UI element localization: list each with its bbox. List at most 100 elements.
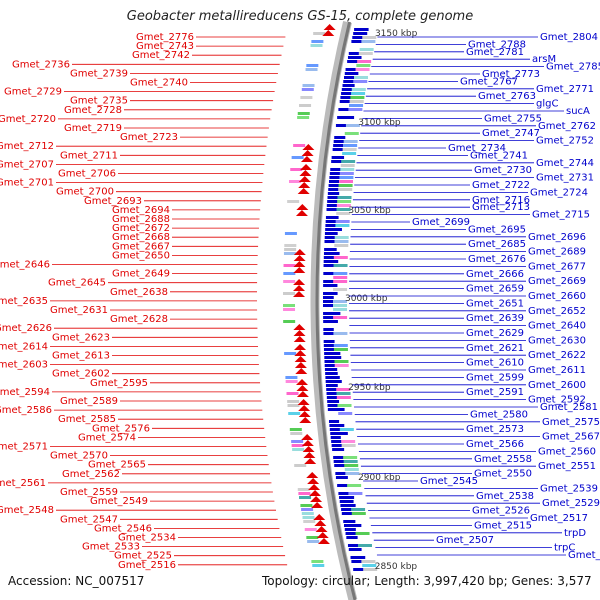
gene-label-left: Gmet_2742 [132, 50, 190, 61]
gene-label-right: Gmet_2545 [420, 476, 478, 487]
forward-gene [323, 280, 334, 283]
gene-label-right: Gmet_2689 [528, 247, 586, 258]
forward-gene [335, 476, 348, 479]
gene-band [339, 176, 354, 179]
reverse-gene [293, 285, 306, 291]
reverse-gene [300, 164, 313, 170]
forward-gene [323, 304, 337, 307]
gene-band [283, 280, 296, 283]
gene-band [344, 132, 359, 135]
forward-gene [341, 92, 357, 95]
gene-band [333, 288, 348, 291]
gene-label-right: Gmet_2529 [542, 498, 600, 509]
forward-gene [328, 180, 344, 183]
scale-tick-label: 3150 kbp [375, 29, 418, 39]
gene-label-left: Gmet_2739 [70, 68, 128, 79]
gene-label-right: Gmet_2781 [466, 47, 524, 58]
gene-band [363, 568, 378, 571]
gene-band [343, 144, 358, 147]
gene-label-right: Gmet_2755 [484, 113, 542, 124]
forward-gene [324, 240, 341, 243]
forward-gene [345, 532, 360, 535]
gene-label-right: Gmet_2640 [528, 321, 586, 332]
gene-band [333, 308, 348, 311]
gene-label-right: Gmet_2715 [532, 210, 590, 221]
gene-band [297, 112, 310, 115]
gene-band [357, 544, 372, 547]
gene-band [334, 236, 349, 239]
gene-label-left: Gmet_2723 [120, 132, 178, 143]
gene-label-right: Gmet_2724 [530, 187, 588, 198]
gene-band [338, 184, 353, 187]
gene-label-left: Gmet_2729 [4, 87, 62, 98]
forward-gene [325, 376, 340, 379]
gene-band [310, 44, 323, 47]
gene-label-left: Gmet_2743 [136, 41, 194, 52]
gene-band [286, 392, 299, 395]
reverse-gene [303, 452, 316, 458]
gene-label-left: Gmet_2776 [136, 32, 194, 43]
gene-label-right: arsM [532, 54, 556, 65]
forward-gene [343, 520, 356, 523]
gene-band [334, 364, 349, 367]
gene-label-left: Gmet_2667 [112, 241, 170, 252]
gene-label-right: Gmet_2669 [528, 276, 586, 287]
forward-gene [339, 100, 350, 103]
forward-gene [330, 432, 348, 435]
forward-gene [331, 156, 345, 159]
gene-band [338, 412, 353, 415]
gene-band [342, 148, 357, 151]
forward-gene [328, 420, 340, 423]
reverse-gene [309, 490, 322, 496]
forward-gene [323, 316, 334, 319]
scale-tick-label: 2900 kbp [358, 473, 401, 483]
forward-gene [346, 536, 358, 539]
forward-gene [324, 236, 340, 239]
gene-band [341, 444, 356, 447]
gene-band [337, 200, 352, 203]
gene-label-left: Gmet_2585 [58, 414, 116, 425]
forward-gene [327, 408, 345, 411]
gene-band [301, 88, 314, 91]
gene-band [342, 152, 357, 155]
gene-band [347, 484, 362, 487]
reverse-gene [293, 279, 306, 285]
gene-band [302, 84, 315, 87]
gene-label-right: Gmet_2567 [542, 432, 600, 443]
gene-band [300, 504, 313, 507]
gene-band [340, 164, 355, 167]
reverse-gene [302, 144, 315, 150]
gene-label-left: Gmet_2534 [118, 533, 176, 544]
forward-gene [329, 424, 345, 427]
gene-band [337, 404, 352, 407]
gene-label-right: Gmet_2652 [528, 306, 586, 317]
reverse-gene [311, 502, 324, 508]
gene-band [302, 516, 315, 519]
gene-label-left: Gmet_2728 [64, 105, 122, 116]
forward-gene [323, 332, 338, 335]
gene-band [341, 440, 356, 443]
reverse-gene [297, 399, 310, 405]
gene-label-left: Gmet_2626 [0, 323, 52, 334]
forward-gene [323, 328, 334, 331]
reverse-gene [294, 344, 307, 350]
reverse-gene [294, 350, 307, 356]
gene-label-left: Gmet_2571 [0, 442, 48, 453]
forward-gene [323, 260, 339, 263]
forward-gene [347, 60, 359, 63]
gene-label-left: Gmet_2631 [50, 305, 108, 316]
gene-label-left: Gmet_2623 [52, 332, 110, 343]
gene-label-left: Gmet_2525 [114, 551, 172, 562]
gene-band [301, 508, 314, 511]
gene-label-left: Gmet_2736 [12, 59, 70, 70]
gene-band [343, 140, 358, 143]
gene-label-right: Gmet_2773 [482, 69, 540, 80]
forward-gene [326, 392, 338, 395]
gene-label-right: Gmet_2788 [468, 39, 526, 50]
forward-gene [326, 208, 340, 211]
gene-band [333, 300, 347, 303]
gene-band [285, 376, 298, 379]
gene-band [351, 92, 366, 95]
forward-gene [331, 160, 346, 163]
